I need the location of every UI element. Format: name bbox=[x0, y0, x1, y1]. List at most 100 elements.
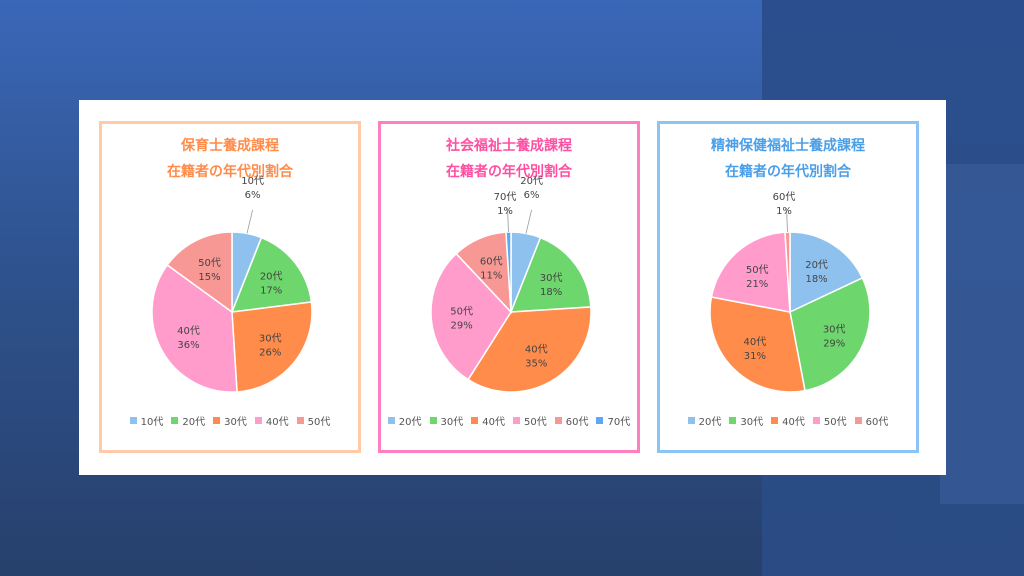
legend-item: 60代 bbox=[554, 413, 589, 428]
legend-swatch bbox=[129, 417, 137, 424]
chart-title-line2: 在籍者の年代別割合 bbox=[167, 164, 293, 180]
legend-item: 50代 bbox=[513, 413, 547, 428]
legend-swatch bbox=[513, 417, 520, 424]
legend-label: 20代 bbox=[398, 417, 422, 428]
pie-label-percent: 26% bbox=[259, 348, 281, 359]
pie-label-percent: 6% bbox=[524, 190, 540, 201]
legend-label: 40代 bbox=[265, 417, 289, 428]
pie-leader-line bbox=[786, 208, 788, 233]
legend-item: 10代 bbox=[129, 413, 164, 428]
pie-slice-50代 bbox=[430, 252, 512, 381]
pie-label-category: 30代 bbox=[823, 324, 846, 336]
pie-slice-30代 bbox=[789, 276, 871, 392]
pie-label-percent: 36% bbox=[177, 340, 199, 351]
pie-label-percent: 18% bbox=[540, 287, 562, 298]
pie-chart: 10代 6% 20代 17% 30代 26% 40代 36% 50代 15% bbox=[151, 175, 313, 393]
legend-item: 40代 bbox=[471, 413, 505, 428]
legend-swatch bbox=[471, 417, 479, 424]
pie-label-percent: 29% bbox=[451, 321, 473, 332]
legend-label: 20代 bbox=[698, 417, 722, 428]
pie-label-category: 20代 bbox=[520, 175, 543, 187]
pie-label-category: 50代 bbox=[746, 264, 769, 276]
pie-chart: 20代 18% 30代 29% 40代 31% 50代 21% 60代 1% bbox=[709, 191, 871, 393]
chart-title-line1: 社会福祉士養成課程 bbox=[446, 138, 572, 154]
legend-label: 60代 bbox=[865, 417, 889, 428]
legend-item: 30代 bbox=[729, 413, 763, 428]
pie-label-category: 60代 bbox=[480, 255, 503, 267]
legend-item: 40代 bbox=[254, 413, 289, 428]
legend-swatch bbox=[596, 417, 604, 424]
legend-swatch bbox=[387, 417, 395, 424]
pie-slice-50代 bbox=[166, 231, 233, 314]
chart-panel-hoikushi: 保育士養成課程 在籍者の年代別割合 10代 6% 20代 17% 30代 26% 40代 36… bbox=[99, 121, 361, 453]
legend-swatch bbox=[554, 417, 562, 424]
pie-label-percent: 21% bbox=[746, 279, 768, 290]
legend-swatch bbox=[296, 417, 304, 424]
legend-swatch bbox=[429, 417, 437, 424]
pie-label-category: 60代 bbox=[773, 191, 796, 203]
legend-item: 20代 bbox=[171, 413, 205, 428]
legend-item: 30代 bbox=[213, 413, 247, 428]
chart-panel-shakai-fukushishi: 社会福祉士養成課程 在籍者の年代別割合 20代 6% 30代 18% 40代 35% 50代… bbox=[378, 121, 640, 453]
legend-label: 10代 bbox=[140, 417, 164, 428]
pie-label-category: 20代 bbox=[805, 259, 828, 271]
pie-slice-30代 bbox=[509, 236, 592, 313]
pie-label-category: 40代 bbox=[744, 336, 767, 348]
pie-label-percent: 18% bbox=[805, 274, 827, 285]
pie-label-percent: 1% bbox=[776, 206, 792, 217]
chart-title-line2: 在籍者の年代別割合 bbox=[446, 164, 572, 180]
chart-legend: 10代 20代 30代 40代 50代 bbox=[102, 413, 358, 428]
legend-swatch bbox=[729, 417, 737, 424]
pie-slice-20代 bbox=[789, 231, 864, 314]
legend-label: 50代 bbox=[524, 417, 547, 428]
pie-slice-50代 bbox=[710, 231, 791, 313]
legend-swatch bbox=[171, 417, 179, 424]
legend-item: 70代 bbox=[596, 413, 630, 428]
legend-item: 40代 bbox=[771, 413, 805, 428]
legend-item: 50代 bbox=[812, 413, 847, 428]
legend-swatch bbox=[854, 417, 862, 424]
pie-label-category: 50代 bbox=[450, 306, 473, 318]
chart-title-line1: 保育士養成課程 bbox=[181, 138, 279, 154]
legend-item: 50代 bbox=[296, 413, 330, 428]
legend-swatch bbox=[213, 417, 221, 424]
pie-label-category: 40代 bbox=[177, 325, 200, 337]
legend-item: 20代 bbox=[687, 413, 722, 428]
pie-label-category: 40代 bbox=[525, 344, 548, 356]
legend-item: 60代 bbox=[854, 413, 889, 428]
pie-slice-60代 bbox=[784, 231, 791, 313]
pie-label-percent: 17% bbox=[260, 286, 282, 297]
legend-label: 30代 bbox=[440, 417, 464, 428]
pie-slice-40代 bbox=[467, 306, 592, 393]
pie-label-percent: 29% bbox=[823, 339, 845, 350]
background-panel-accent bbox=[940, 164, 1024, 504]
chart-legend: 20代 30代 40代 50代 60代 bbox=[660, 413, 916, 428]
pie-label-percent: 1% bbox=[497, 206, 513, 217]
legend-label: 30代 bbox=[224, 417, 247, 428]
pie-leader-line bbox=[525, 209, 533, 234]
pie-label-percent: 35% bbox=[525, 359, 547, 370]
chart-panel-seishin-hoken-fukushishi: 精神保健福祉士養成課程 在籍者の年代別割合 20代 18% 30代 29% 40代 31%… bbox=[657, 121, 919, 453]
legend-swatch bbox=[254, 417, 262, 424]
legend-swatch bbox=[812, 417, 820, 424]
pie-label-category: 20代 bbox=[260, 271, 283, 283]
legend-item: 30代 bbox=[429, 413, 464, 428]
pie-label-category: 10代 bbox=[241, 175, 264, 187]
pie-slice-70代 bbox=[505, 231, 512, 313]
chart-legend: 20代 30代 40代 50代 60代 70代 bbox=[381, 413, 637, 428]
legend-label: 40代 bbox=[482, 417, 505, 428]
pie-label-category: 30代 bbox=[540, 272, 563, 284]
legend-label: 50代 bbox=[823, 417, 847, 428]
pie-label-percent: 31% bbox=[744, 351, 766, 362]
pie-chart: 20代 6% 30代 18% 40代 35% 50代 29% 60代 11% 70代 1% bbox=[430, 175, 592, 393]
pie-label-percent: 6% bbox=[245, 190, 261, 201]
pie-label-category: 70代 bbox=[494, 191, 517, 203]
pie-label-category: 50代 bbox=[198, 257, 221, 269]
legend-label: 70代 bbox=[607, 417, 631, 428]
legend-swatch bbox=[687, 417, 695, 424]
legend-label: 60代 bbox=[565, 417, 589, 428]
legend-label: 40代 bbox=[782, 417, 805, 428]
pie-label-category: 30代 bbox=[259, 333, 282, 345]
pie-slice-40代 bbox=[151, 263, 238, 393]
pie-label-percent: 15% bbox=[198, 272, 220, 283]
